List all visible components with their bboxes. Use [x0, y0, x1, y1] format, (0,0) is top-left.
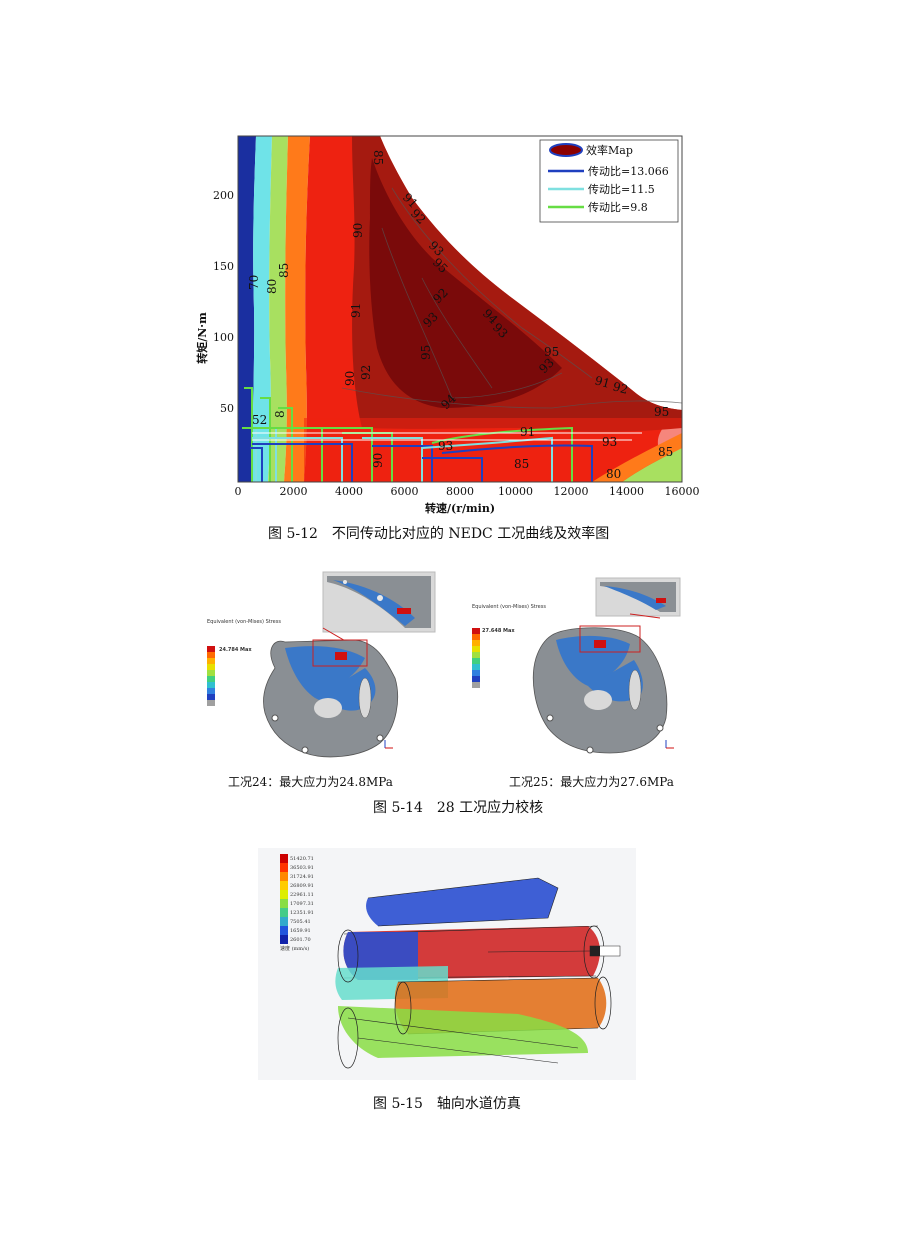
y-tick-label: 150	[213, 260, 234, 273]
contour-label: 85	[658, 445, 673, 459]
legend-value: 17097.31	[290, 901, 314, 907]
contour-label: 92	[611, 379, 629, 396]
figure-caption: 图 5-12 不同传动比对应的 NEDC 工况曲线及效率图	[268, 526, 610, 542]
channel-blue	[366, 878, 558, 926]
contour-label: 95	[654, 405, 669, 419]
legend-unit: 速度 (mm/s)	[280, 945, 309, 952]
contour-label: 95	[544, 345, 559, 359]
y-axis: 200 150 100 50	[213, 189, 234, 415]
legend-title: Equivalent (von-Mises) Stress	[207, 619, 281, 625]
contour-label: 90	[343, 371, 357, 386]
figure-caption: 图 5-15 轴向水道仿真	[373, 1096, 521, 1112]
contour-label: 52	[252, 413, 267, 427]
x-axis-label: 转速/(r/min)	[425, 501, 495, 515]
y-tick-label: 50	[220, 402, 234, 415]
contour-label: 93	[602, 435, 617, 449]
region-green	[268, 136, 288, 482]
max-stress-region	[594, 640, 606, 648]
subfigure-label-left: 工况24：最大应力为24.8MPa	[228, 775, 393, 789]
y-tick-label: 200	[213, 189, 234, 202]
region-orange	[284, 136, 310, 482]
legend-value: 36503.91	[290, 865, 314, 871]
stress-legend-right	[472, 628, 480, 688]
chart-legend: 效率Map 传动比=13.066 传动比=11.5 传动比=9.8	[539, 139, 679, 223]
contour-label: 95	[419, 345, 433, 360]
contour-label: 70	[247, 275, 261, 290]
legend-title: Equivalent (von-Mises) Stress	[472, 604, 546, 610]
legend-value: 12351.91	[290, 910, 314, 916]
legend-value: 7505.41	[290, 919, 311, 925]
x-tick-label: 4000	[335, 485, 363, 498]
figure-caption: 图 5-14 28 工况应力校核	[373, 800, 544, 816]
legend-label: 传动比=13.066	[588, 165, 669, 178]
contour-label: 91	[520, 425, 535, 439]
y-axis-label: 转矩/N·m	[195, 312, 209, 364]
stress-check-figure-left: Equivalent (von-Mises) Stress 24.784 Max	[207, 571, 436, 758]
x-tick-label: 12000	[554, 485, 589, 498]
y-tick-label: 100	[213, 331, 234, 344]
max-value: 27.648 Max	[482, 628, 515, 634]
x-tick-label: 6000	[391, 485, 419, 498]
contour-label: 91	[349, 303, 363, 318]
x-tick-label: 2000	[280, 485, 308, 498]
x-tick-label: 16000	[665, 485, 700, 498]
efficiency-map-chart: 85 91 92 90 93 95 70 80 85 91 92 93 95 9…	[195, 135, 700, 515]
x-axis: 0 2000 4000 6000 8000 10000 12000 14000 …	[235, 485, 700, 498]
max-stress-region	[335, 652, 347, 660]
x-tick-label: 0	[235, 485, 242, 498]
legend-value: 31724.91	[290, 874, 314, 880]
legend-value: 22961.11	[290, 892, 314, 898]
legend-swatch-map	[549, 143, 583, 157]
contour-label: 90	[351, 223, 365, 238]
contour-label: 85	[277, 263, 291, 278]
subfigure-label-right: 工况25：最大应力为27.6MPa	[509, 775, 674, 789]
x-tick-label: 14000	[609, 485, 644, 498]
legend-value: 51420.71	[290, 856, 314, 862]
region-maroon	[369, 158, 562, 408]
stress-check-figure-right: Equivalent (von-Mises) Stress 27.648 Max	[472, 577, 681, 754]
region-cyan	[252, 136, 272, 482]
channel-green	[338, 1006, 588, 1058]
legend-value: 26809.91	[290, 883, 314, 889]
water-channel-simulation: 51420.71 36503.91 31724.91 26809.91 2296…	[258, 848, 636, 1080]
legend-label: 传动比=11.5	[588, 183, 655, 196]
contour-label: 90	[371, 453, 385, 468]
contour-label: 91	[593, 373, 611, 390]
contour-label: 8	[273, 410, 287, 418]
velocity-legend: 51420.71 36503.91 31724.91 26809.91 2296…	[280, 854, 314, 952]
x-tick-label: 8000	[446, 485, 474, 498]
contour-label: 85	[371, 150, 385, 165]
contour-label: 93	[438, 439, 453, 453]
contour-label: 80	[265, 279, 279, 294]
stress-legend-left	[207, 646, 215, 706]
contour-label: 85	[514, 457, 529, 471]
contour-label: 80	[606, 467, 621, 481]
legend-value: 2601.70	[290, 937, 311, 943]
legend-value: 1659.91	[290, 928, 311, 934]
legend-label: 传动比=9.8	[588, 201, 648, 214]
max-value: 24.784 Max	[219, 647, 252, 653]
contour-label: 92	[359, 365, 373, 380]
x-tick-label: 10000	[498, 485, 533, 498]
legend-label: 效率Map	[586, 143, 633, 157]
